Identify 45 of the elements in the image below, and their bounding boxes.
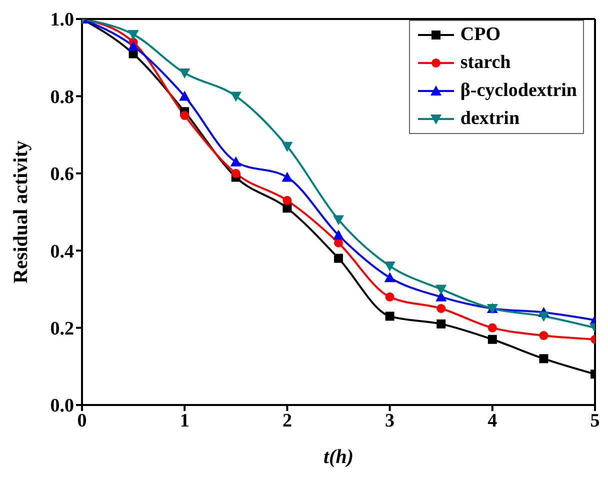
point <box>231 168 240 178</box>
point <box>436 319 446 328</box>
point <box>282 172 293 182</box>
y-axis-title: Residual activity <box>10 140 32 284</box>
point <box>128 30 139 40</box>
x-tick-label: 4 <box>488 410 498 432</box>
x-tick-label: 1 <box>180 410 190 432</box>
point <box>436 284 447 295</box>
y-tick-label: 0.4 <box>50 241 74 262</box>
point <box>488 323 497 332</box>
legend-label: β-cyclodextrin <box>460 80 577 102</box>
x-tick-label: 0 <box>77 410 87 432</box>
point <box>180 111 190 120</box>
point <box>436 304 446 313</box>
point <box>334 254 343 263</box>
y-tick-label: 0.8 <box>50 86 74 108</box>
y-tick-label: 1.0 <box>50 10 74 31</box>
point <box>488 334 497 344</box>
point <box>282 204 292 213</box>
legend-label: starch <box>460 52 511 74</box>
point <box>333 215 344 226</box>
point <box>230 156 242 166</box>
point <box>179 68 190 79</box>
legend-label: CPO <box>460 24 501 46</box>
x-tick-label: 2 <box>282 410 292 432</box>
point <box>538 312 550 322</box>
y-tick-label: 0.2 <box>50 318 74 340</box>
point <box>230 92 242 102</box>
legend-label: dextrin <box>460 108 520 130</box>
point <box>539 331 548 340</box>
x-axis-title: t(h) <box>324 446 354 468</box>
point <box>333 230 344 240</box>
point <box>385 312 394 321</box>
point <box>384 272 396 282</box>
point <box>385 292 394 302</box>
y-tick-label: 0.6 <box>50 164 74 186</box>
point <box>282 142 293 152</box>
point <box>128 40 139 51</box>
x-tick-label: 5 <box>590 410 600 432</box>
point <box>282 196 292 205</box>
y-tick-label: 0.0 <box>50 396 74 417</box>
x-tick-label: 3 <box>385 410 395 432</box>
point <box>539 354 548 364</box>
point <box>179 90 190 101</box>
point <box>384 262 396 272</box>
